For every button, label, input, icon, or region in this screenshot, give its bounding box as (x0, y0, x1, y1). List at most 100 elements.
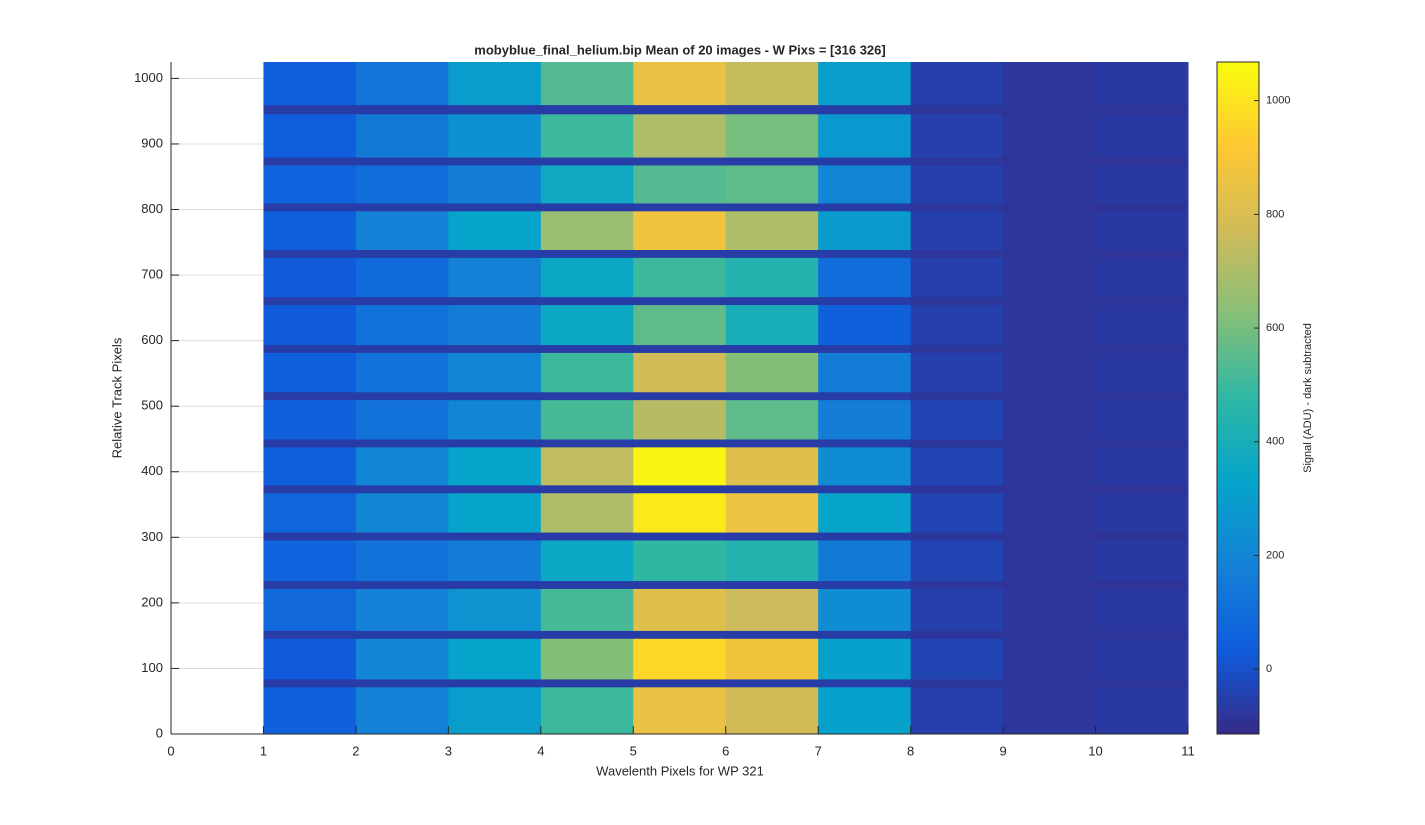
heatmap-cell (448, 104, 542, 115)
heatmap-cell (1003, 588, 1097, 631)
heatmap-cell (263, 257, 357, 298)
heatmap-cell (633, 484, 727, 494)
heatmap-cell (910, 580, 1004, 589)
heatmap-cell (725, 296, 819, 306)
heatmap-cell (1003, 539, 1097, 582)
heatmap-cell (1095, 588, 1189, 631)
heatmap-cell (633, 588, 727, 631)
heatmap-cell (540, 113, 634, 158)
heatmap-cell (263, 638, 357, 680)
heatmap-cell (910, 539, 1004, 582)
heatmap-cell (1095, 210, 1189, 251)
heatmap-cell (448, 686, 542, 735)
heatmap-cell (540, 304, 634, 346)
heatmap-cell (1003, 399, 1097, 440)
heatmap-cell (355, 580, 449, 589)
heatmap-cell (633, 344, 727, 353)
heatmap-cell (910, 630, 1004, 639)
heatmap-cell (1095, 492, 1189, 533)
heatmap-cell (263, 391, 357, 401)
heatmap-cell (633, 62, 727, 106)
heatmap-cell (1003, 164, 1097, 204)
heatmap-cell (633, 630, 727, 639)
heatmap-cell (448, 344, 542, 353)
x-tick-label: 4 (537, 743, 544, 758)
heatmap-cell (1003, 344, 1097, 353)
heatmap-cell (263, 62, 357, 106)
heatmap-cell (540, 104, 634, 115)
heatmap-cell (725, 438, 819, 448)
heatmap-cell (633, 210, 727, 251)
heatmap-cell (633, 104, 727, 115)
heatmap-cell (448, 484, 542, 494)
heatmap-cell (633, 580, 727, 589)
heatmap-cell (725, 484, 819, 494)
heatmap-cell (540, 391, 634, 401)
heatmap-cell (1095, 62, 1189, 106)
heatmap-cell (355, 532, 449, 541)
heatmap-cell (540, 580, 634, 589)
heatmap-cell (910, 532, 1004, 541)
heatmap-cell (725, 352, 819, 393)
heatmap-cell (910, 304, 1004, 346)
heatmap-cell (818, 202, 912, 212)
heatmap-cell (1095, 446, 1189, 486)
heatmap-cell (540, 638, 634, 680)
heatmap-cell (355, 539, 449, 582)
heatmap-cell (910, 202, 1004, 212)
heatmap-cell (1095, 399, 1189, 440)
heatmap-cell (633, 157, 727, 166)
heatmap-cell (1003, 438, 1097, 448)
heatmap-cell (448, 210, 542, 251)
heatmap-cell (540, 62, 634, 106)
heatmap-cell (448, 446, 542, 486)
heatmap-cell (1003, 304, 1097, 346)
x-tick-label: 10 (1088, 743, 1102, 758)
heatmap-cell (1003, 257, 1097, 298)
heatmap-cell (633, 686, 727, 735)
heatmap-cell (1095, 202, 1189, 212)
heatmap-cell (1095, 686, 1189, 735)
y-tick-label: 100 (141, 660, 163, 675)
heatmap-cell (540, 296, 634, 306)
heatmap-cell (263, 438, 357, 448)
heatmap-cell (818, 638, 912, 680)
heatmap-cell (725, 539, 819, 582)
heatmap-cell (1095, 638, 1189, 680)
heatmap-cell (910, 104, 1004, 115)
heatmap-cell (355, 484, 449, 494)
heatmap-cell (448, 249, 542, 258)
x-tick-label: 9 (999, 743, 1006, 758)
heatmap-cell (1003, 62, 1097, 106)
heatmap-cell (540, 484, 634, 494)
y-tick-label: 500 (141, 398, 163, 413)
heatmap-cell (910, 210, 1004, 251)
heatmap-cell (355, 399, 449, 440)
x-tick-label: 6 (722, 743, 729, 758)
heatmap-cell (1003, 113, 1097, 158)
heatmap-cell (910, 62, 1004, 106)
heatmap-cell (540, 588, 634, 631)
heatmap-cell (448, 678, 542, 688)
heatmap-cell (1003, 532, 1097, 541)
heatmap-cell (633, 446, 727, 486)
y-tick-label: 800 (141, 201, 163, 216)
heatmap-cell (818, 352, 912, 393)
heatmap-cell (263, 210, 357, 251)
heatmap-cell (448, 62, 542, 106)
x-axis-label: Wavelenth Pixels for WP 321 (596, 763, 764, 778)
heatmap-cell (263, 678, 357, 688)
heatmap-cell (910, 484, 1004, 494)
heatmap-cell (910, 157, 1004, 166)
heatmap-cell (355, 638, 449, 680)
heatmap-cell (910, 391, 1004, 401)
heatmap-cell (725, 344, 819, 353)
colorbar-tick-label: 800 (1266, 208, 1284, 220)
heatmap-cell (725, 391, 819, 401)
heatmap-cell (910, 344, 1004, 353)
x-tick-label: 1 (260, 743, 267, 758)
heatmap-cell (263, 113, 357, 158)
heatmap-cell (725, 104, 819, 115)
heatmap-cell (263, 580, 357, 589)
